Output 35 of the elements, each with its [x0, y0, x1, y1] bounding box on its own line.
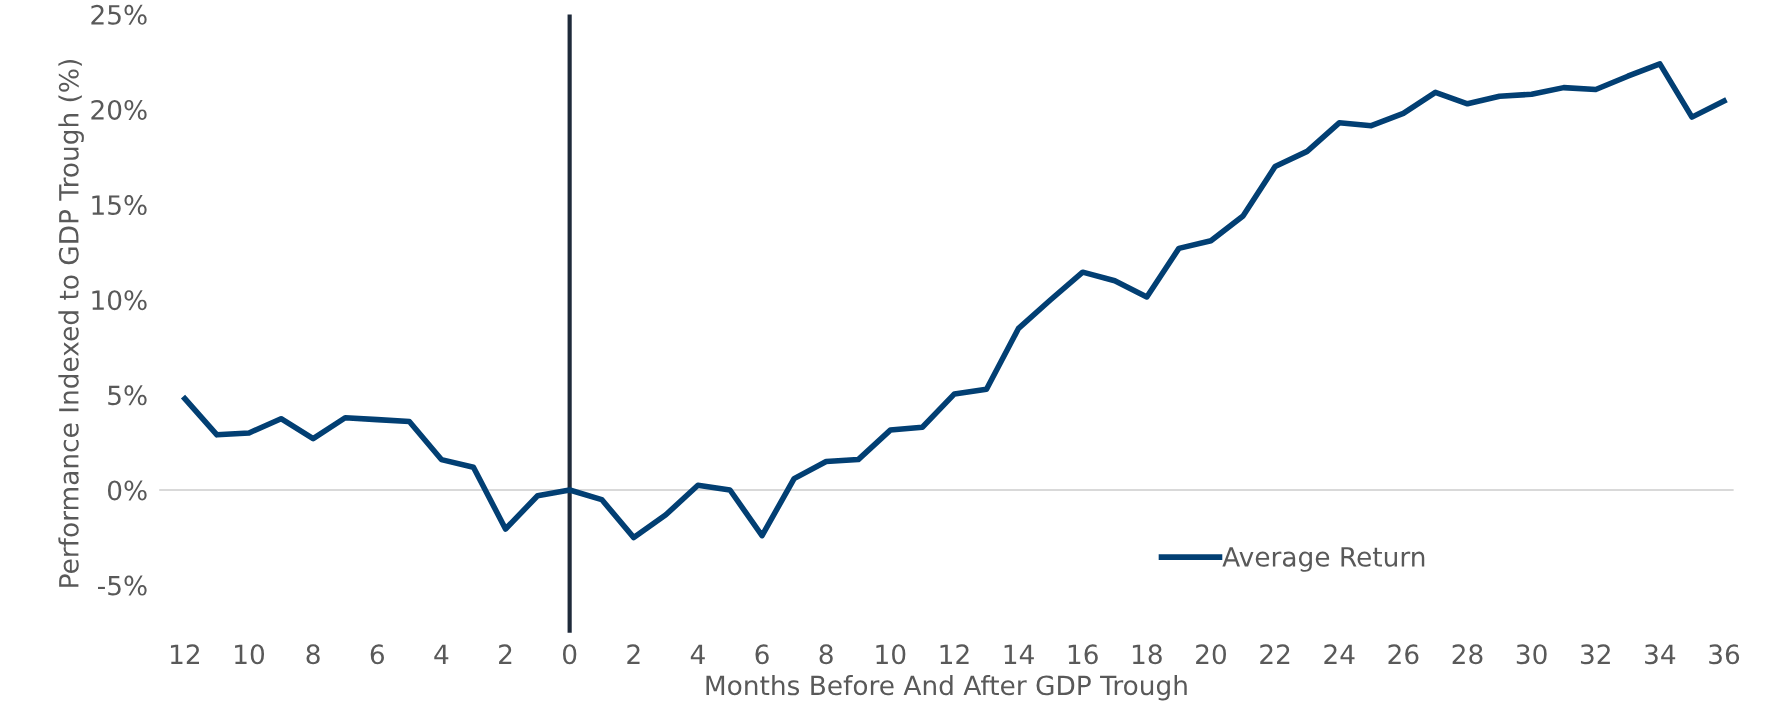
x-tick-label: 2 — [499, 644, 512, 664]
x-tick-label: 6 — [755, 644, 769, 665]
x-tick-label: 2 — [627, 644, 640, 664]
x-tick-label: 30 — [1516, 644, 1547, 665]
y-tick-label: 5% — [108, 385, 147, 406]
x-tick-label: 4 — [690, 644, 705, 664]
x-tick-label: 18 — [1132, 644, 1162, 665]
y-axis-title: Performance Indexed to GDP Trough (%) — [58, 60, 84, 587]
x-tick-label: 14 — [1004, 644, 1034, 664]
x-tick-label: 22 — [1260, 644, 1290, 664]
x-tick-label: 28 — [1452, 644, 1483, 665]
x-tick-label: 20 — [1196, 644, 1226, 665]
y-tick-label: 0% — [107, 480, 147, 501]
y-tick-label: 25% — [91, 4, 147, 25]
x-tick-label: 24 — [1324, 644, 1355, 664]
y-tick-label: 10% — [92, 290, 147, 311]
x-tick-label: 12 — [170, 644, 200, 664]
y-tick-label: -5% — [98, 575, 147, 596]
legend-label: Average Return — [1222, 547, 1425, 572]
x-tick-label: 26 — [1388, 644, 1419, 665]
x-tick-label: 32 — [1580, 644, 1610, 665]
x-tick-label: 0 — [562, 644, 577, 665]
y-tick-label: 20% — [91, 99, 147, 120]
x-tick-label: 6 — [370, 644, 384, 665]
x-tick-label: 36 — [1709, 644, 1740, 665]
x-tick-label: 8 — [306, 644, 320, 665]
x-tick-label: 4 — [434, 644, 449, 664]
x-tick-label: 10 — [876, 644, 906, 665]
x-tick-label: 34 — [1645, 644, 1676, 665]
x-tick-label: 8 — [819, 644, 833, 665]
x-tick-label: 12 — [940, 644, 969, 664]
x-axis-title: Months Before And After GDP Trough — [706, 674, 1187, 701]
y-tick-label: 15% — [92, 195, 147, 216]
x-tick-label: 16 — [1068, 644, 1098, 665]
x-tick-label: 10 — [235, 644, 265, 665]
